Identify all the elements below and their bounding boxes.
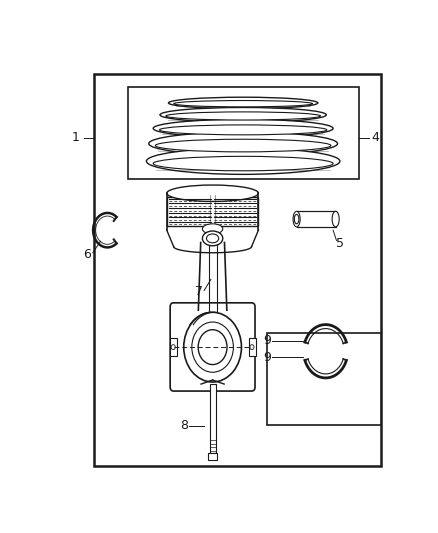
Bar [267,333,381,425]
Circle shape [184,312,241,382]
Ellipse shape [206,234,219,243]
Circle shape [192,322,233,372]
Ellipse shape [167,185,258,201]
Bar [208,453,217,460]
Bar [128,86,359,179]
Bar [170,338,177,356]
Ellipse shape [155,139,331,152]
Bar [249,338,256,356]
Ellipse shape [149,132,338,155]
Bar [167,197,258,226]
Bar [297,211,336,227]
Ellipse shape [160,108,326,122]
Text: 9: 9 [263,335,271,348]
Text: 9: 9 [263,351,271,364]
Ellipse shape [159,125,327,135]
Circle shape [171,345,175,350]
Ellipse shape [332,211,339,227]
Ellipse shape [293,211,300,227]
Ellipse shape [166,112,321,120]
Text: 7: 7 [195,285,203,298]
Bar [94,74,381,466]
Ellipse shape [169,97,318,109]
FancyBboxPatch shape [170,303,255,391]
Circle shape [198,330,227,365]
Text: 8: 8 [180,419,188,432]
Ellipse shape [146,148,340,174]
Ellipse shape [202,224,223,234]
Ellipse shape [202,231,223,246]
Ellipse shape [153,119,333,138]
Text: 4: 4 [371,131,379,144]
Ellipse shape [153,156,333,171]
Text: 6: 6 [83,248,91,261]
Text: 1: 1 [71,131,79,144]
Circle shape [250,345,254,350]
Text: 5: 5 [336,237,344,250]
Ellipse shape [174,101,313,107]
Bar [209,384,215,453]
Ellipse shape [294,214,299,224]
